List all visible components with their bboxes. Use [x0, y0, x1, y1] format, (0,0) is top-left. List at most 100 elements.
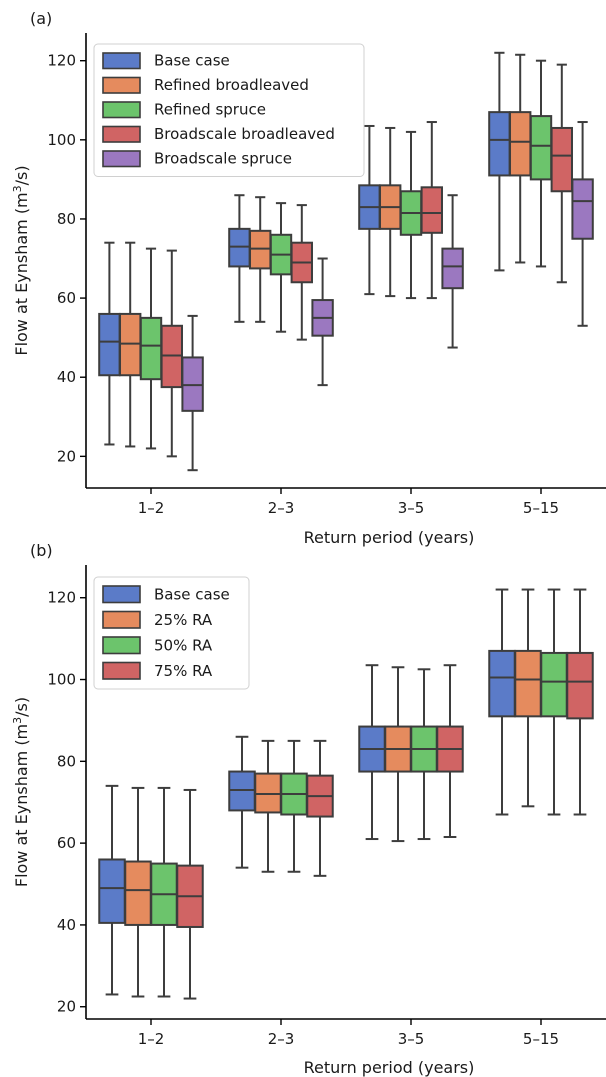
box-1-series-1: [98, 784, 126, 996]
y-axis-label-main: Flow at Eynsham (m: [12, 192, 31, 355]
y-tick-label: 120: [47, 589, 76, 607]
box-1-series-4: [176, 788, 204, 1000]
y-tick-label: 40: [57, 916, 76, 934]
box-iqr: [420, 186, 443, 234]
y-axis-label-sup: 3: [11, 185, 24, 192]
x-tick-label: 5–15: [523, 499, 559, 517]
y-axis-label-tail: /s): [12, 165, 31, 185]
y-tick-label: 80: [57, 752, 76, 770]
panel-label: (a): [30, 9, 52, 28]
box-iqr: [488, 111, 511, 177]
x-tick-label: 2–3: [268, 499, 295, 517]
box-1-series-1: [98, 241, 121, 446]
box-iqr: [98, 312, 121, 377]
box-3-series-4: [420, 121, 443, 300]
x-axis-label: Return period (years): [304, 528, 475, 547]
box-iqr: [441, 247, 464, 290]
box-iqr: [124, 860, 152, 926]
box-iqr: [540, 651, 568, 718]
box-iqr: [228, 770, 256, 812]
box-iqr: [529, 115, 553, 181]
y-tick-label: 40: [57, 368, 76, 386]
box-1-series-2: [119, 241, 142, 448]
box-iqr: [254, 772, 282, 814]
box-4-series-3: [529, 59, 553, 268]
panel-a: (a) 20 40 60 80 100 120 Flow at Eynsham (m3/s) 1…: [11, 9, 606, 547]
box-4-series-4: [550, 63, 573, 284]
x-tick-label: 1–2: [138, 499, 165, 517]
y-axis-label-tail: /s): [12, 697, 31, 717]
box-iqr: [571, 178, 594, 240]
box-2-series-4: [290, 204, 313, 341]
legend-swatch: [102, 76, 141, 94]
legend-swatch: [102, 661, 141, 680]
box-2-series-5: [311, 257, 334, 387]
x-tick-label: 2–3: [268, 1030, 295, 1048]
legend-swatch: [102, 610, 141, 629]
box-4-series-1: [488, 51, 511, 272]
box-3-series-3: [399, 130, 423, 300]
legend-label: Broadscale spruce: [154, 150, 292, 168]
legend-frame: [93, 576, 250, 690]
panel-label: (b): [30, 541, 53, 560]
legend-swatch: [102, 125, 141, 143]
box-1-series-4: [160, 249, 183, 458]
legend-swatch: [102, 101, 141, 119]
legend-label: 75% RA: [154, 662, 213, 680]
legend-swatch: [102, 585, 141, 604]
x-tick-label: 5–15: [523, 1030, 559, 1048]
legend: Base case 25% RA 50% RA 75% RA: [93, 576, 250, 690]
y-tick-label: 60: [57, 834, 76, 852]
box-4-series-5: [571, 121, 594, 327]
y-axis-label-main: Flow at Eynsham (m: [12, 724, 31, 887]
x-tick-label: 3–5: [398, 499, 425, 517]
box-3-series-3: [410, 668, 438, 841]
box-3-series-1: [358, 664, 386, 841]
box-2-series-1: [228, 735, 256, 869]
legend-swatch: [102, 52, 141, 70]
y-tick-label: 120: [47, 52, 76, 70]
y-axis-label: Flow at Eynsham (m3/s): [11, 165, 31, 355]
box-iqr: [566, 651, 594, 720]
box-1-series-2: [124, 786, 152, 998]
box-3-series-2: [379, 126, 402, 298]
box-3-series-4: [436, 664, 464, 838]
legend-label: 25% RA: [154, 611, 213, 629]
legend-label: Broadscale broadleaved: [154, 125, 335, 143]
legend-frame: [93, 43, 365, 177]
box-1-series-5: [181, 314, 204, 472]
box-1-series-3: [150, 786, 178, 998]
box-iqr: [550, 126, 573, 193]
box-3-series-1: [358, 124, 381, 296]
box-4-series-4: [566, 588, 594, 816]
legend-label: Refined broadleaved: [154, 76, 309, 94]
box-2-series-2: [254, 739, 282, 873]
y-tick-label: 20: [57, 447, 76, 465]
y-tick-label: 20: [57, 998, 76, 1016]
legend-label: Base case: [154, 52, 230, 70]
legend-swatch: [102, 150, 141, 168]
box-iqr: [488, 649, 516, 718]
x-axis-label: Return period (years): [304, 1058, 475, 1077]
y-axis-label: Flow at Eynsham (m3/s): [11, 697, 31, 887]
box-iqr: [509, 111, 532, 177]
box-iqr: [98, 858, 126, 924]
box-4-series-3: [540, 588, 568, 816]
y-tick-label: 80: [57, 210, 76, 228]
panel-b: (b) 20 40 60 80 100 120 Flow at Eynsham (m3/s) 1…: [11, 541, 606, 1077]
x-tick-label: 3–5: [398, 1030, 425, 1048]
box-4-series-1: [488, 588, 516, 816]
y-axis-label-sup: 3: [11, 717, 24, 724]
box-3-series-5: [441, 194, 464, 349]
box-2-series-2: [249, 196, 272, 323]
box-1-series-3: [139, 247, 163, 450]
y-tick-label: 100: [47, 671, 76, 689]
box-2-series-3: [269, 202, 293, 333]
legend-label: Base case: [154, 586, 230, 604]
y-tick-label: 100: [47, 131, 76, 149]
box-2-series-3: [280, 739, 308, 873]
legend-label: Refined spruce: [154, 101, 266, 119]
box-4-series-2: [514, 588, 542, 808]
legend-swatch: [102, 636, 141, 655]
